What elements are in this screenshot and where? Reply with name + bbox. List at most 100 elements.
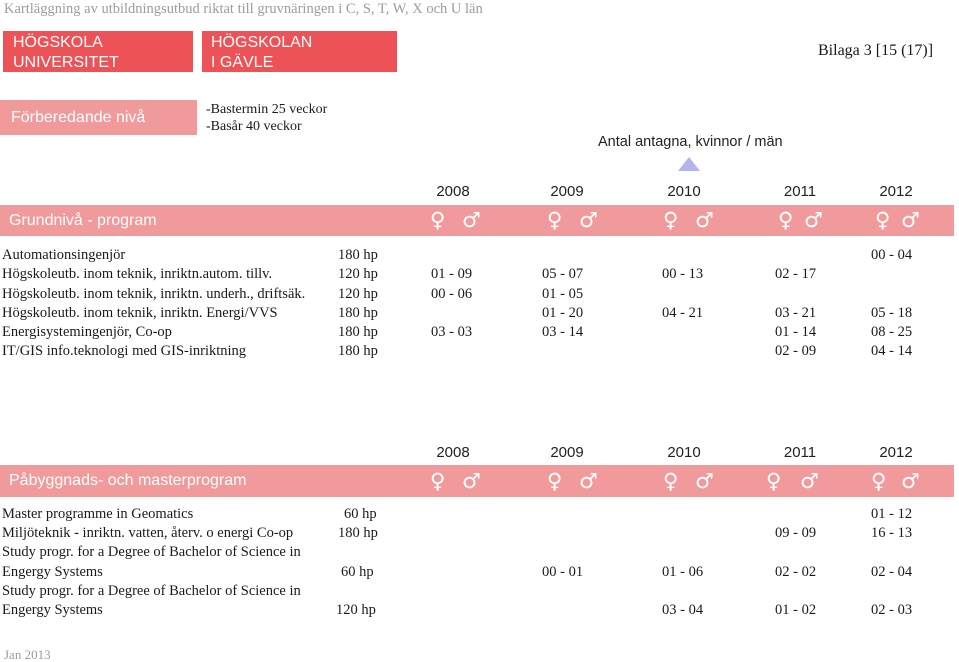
document-title: Kartläggning av utbildningsutbud riktat … <box>4 1 483 17</box>
male-symbol-icon: ♂ <box>695 208 714 232</box>
program-name: Engergy Systems <box>2 602 103 618</box>
value-cell: 03 - 03 <box>431 324 473 340</box>
program-credits: 180 hp <box>338 305 378 321</box>
program-name: Energisystemingenjör, Co-op <box>2 324 172 340</box>
program-credits: 60 hp <box>341 564 374 580</box>
hig-logo: HÖGSKOLAN I GÄVLE <box>202 31 397 72</box>
value-cell: 01 - 12 <box>871 506 913 522</box>
logo-line-1: HÖGSKOLAN <box>211 34 313 51</box>
program-name: IT/GIS info.teknologi med GIS-inriktning <box>2 343 247 359</box>
program-credits: 120 hp <box>338 266 378 282</box>
university-logo: HÖGSKOLA UNIVERSITET <box>3 31 193 72</box>
value-cell: 03 - 21 <box>775 305 817 321</box>
year-header: 2012 <box>879 444 913 461</box>
table-row: Study progr. for a Degree of Bachelor of… <box>0 544 959 563</box>
value-cell: 00 - 01 <box>542 564 584 580</box>
section-bar-advanced: Påbyggnads- och masterprogram <box>0 465 954 497</box>
value-cell: 02 - 17 <box>775 266 817 282</box>
admitted-label: Antal antagna, kvinnor / män <box>598 134 783 150</box>
value-cell: 00 - 04 <box>871 247 913 263</box>
program-name: Engergy Systems <box>2 564 103 580</box>
table-row: Miljöteknik - inriktn. vatten, återv. o … <box>0 525 959 544</box>
logo-line-2: I GÄVLE <box>211 54 274 71</box>
male-symbol-icon: ♂ <box>462 208 481 232</box>
year-header: 2010 <box>667 444 701 461</box>
year-header: 2010 <box>667 183 701 200</box>
prep-level-label: Förberedande nivå <box>0 100 197 135</box>
section-label: Grundnivå - program <box>9 212 157 229</box>
female-symbol-icon: ♀ <box>547 469 563 493</box>
program-credits: 120 hp <box>338 286 378 302</box>
value-cell: 01 - 02 <box>775 602 817 618</box>
program-name: Master programme in Geomatics <box>2 506 194 522</box>
appendix-label: Bilaga 3 [15 (17)] <box>818 42 934 59</box>
value-cell: 05 - 18 <box>871 305 913 321</box>
program-name: Study progr. for a Degree of Bachelor of… <box>2 544 301 560</box>
male-symbol-icon: ♂ <box>901 208 920 232</box>
table-row: Automationsingenjör 180 hp 00 - 04 <box>0 247 959 266</box>
program-name: Automationsingenjör <box>2 247 126 263</box>
value-cell: 09 - 09 <box>775 525 817 541</box>
male-symbol-icon: ♂ <box>579 208 598 232</box>
female-symbol-icon: ♀ <box>663 208 679 232</box>
prep-line: -Bastermin 25 veckor <box>206 102 328 117</box>
program-name: Study progr. for a Degree of Bachelor of… <box>2 583 301 599</box>
value-cell: 02 - 04 <box>871 564 913 580</box>
value-cell: 01 - 14 <box>775 324 817 340</box>
year-header: 2009 <box>550 444 584 461</box>
table-row: Högskoleutb. inom teknik, inriktn.autom.… <box>0 266 959 285</box>
table-row: Högskoleutb. inom teknik, inriktn. under… <box>0 286 959 305</box>
female-symbol-icon: ♀ <box>875 208 891 232</box>
value-cell: 01 - 05 <box>542 286 584 302</box>
male-symbol-icon: ♂ <box>579 469 598 493</box>
program-name: Högskoleutb. inom teknik, inriktn. under… <box>2 286 306 302</box>
table-row: Engergy Systems 60 hp 00 - 01 01 - 06 02… <box>0 564 959 583</box>
value-cell: 02 - 03 <box>871 602 913 618</box>
section-label: Påbyggnads- och masterprogram <box>9 472 247 489</box>
year-header: 2008 <box>436 444 470 461</box>
program-credits: 180 hp <box>338 525 378 541</box>
value-cell: 08 - 25 <box>871 324 913 340</box>
program-credits: 60 hp <box>344 506 377 522</box>
male-symbol-icon: ♂ <box>695 469 714 493</box>
male-symbol-icon: ♂ <box>804 208 823 232</box>
value-cell: 00 - 06 <box>431 286 473 302</box>
female-symbol-icon: ♀ <box>778 208 794 232</box>
value-cell: 03 - 14 <box>542 324 584 340</box>
value-cell: 16 - 13 <box>871 525 913 541</box>
table-row: Högskoleutb. inom teknik, inriktn. Energ… <box>0 305 959 324</box>
program-credits: 180 hp <box>338 343 378 359</box>
value-cell: 03 - 04 <box>662 602 704 618</box>
value-cell: 02 - 02 <box>775 564 817 580</box>
value-cell: 01 - 06 <box>662 564 704 580</box>
female-symbol-icon: ♀ <box>547 208 563 232</box>
female-symbol-icon: ♀ <box>430 208 446 232</box>
program-name: Högskoleutb. inom teknik, inriktn. Energ… <box>2 305 278 321</box>
year-header: 2012 <box>879 183 913 200</box>
table-row: Engergy Systems 120 hp 03 - 04 01 - 02 0… <box>0 602 959 621</box>
female-symbol-icon: ♀ <box>766 469 782 493</box>
year-header: 2009 <box>550 183 584 200</box>
value-cell: 04 - 14 <box>871 343 913 359</box>
logo-line-2: UNIVERSITET <box>13 54 119 71</box>
table-row: Energisystemingenjör, Co-op 180 hp 03 - … <box>0 324 959 343</box>
table-row: Master programme in Geomatics 60 hp 01 -… <box>0 506 959 525</box>
program-name: Miljöteknik - inriktn. vatten, återv. o … <box>2 525 294 541</box>
year-header: 2011 <box>783 444 817 461</box>
value-cell: 00 - 13 <box>662 266 704 282</box>
program-credits: 120 hp <box>336 602 376 618</box>
male-symbol-icon: ♂ <box>462 469 481 493</box>
footer-date: Jan 2013 <box>4 647 51 662</box>
program-name: Högskoleutb. inom teknik, inriktn.autom.… <box>2 266 273 282</box>
value-cell: 05 - 07 <box>542 266 584 282</box>
program-credits: 180 hp <box>338 247 378 263</box>
male-symbol-icon: ♂ <box>901 469 920 493</box>
female-symbol-icon: ♀ <box>663 469 679 493</box>
program-credits: 180 hp <box>338 324 378 340</box>
logo-line-1: HÖGSKOLA <box>13 34 103 51</box>
table-row: Study progr. for a Degree of Bachelor of… <box>0 583 959 602</box>
value-cell: 01 - 20 <box>542 305 584 321</box>
female-symbol-icon: ♀ <box>430 469 446 493</box>
value-cell: 04 - 21 <box>662 305 704 321</box>
